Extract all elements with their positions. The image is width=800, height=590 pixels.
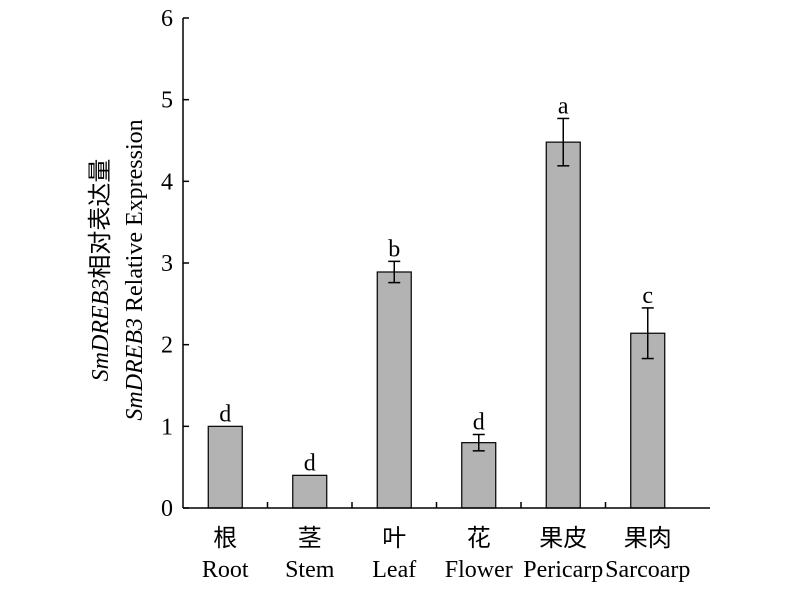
category-label-zh: 茎 (298, 525, 322, 552)
y-axis-title-line1: SmDREB3相对表达量 (87, 159, 114, 382)
significance-label: b (388, 236, 400, 262)
bar (207, 425, 243, 509)
y-tick-label: 4 (161, 169, 173, 195)
axes-layer: 0 1 2 3 4 5 6 (161, 6, 710, 522)
category-label-zh: 果肉 (624, 525, 672, 552)
y-tick-label: 1 (161, 414, 173, 440)
y-axis-title: SmDREB3相对表达量 SmDREB3 Relative Expression (87, 119, 148, 420)
y-tick-label: 0 (161, 496, 173, 522)
significance-label: d (219, 401, 231, 427)
significance-labels-layer: d d b d a c (219, 93, 653, 476)
y-tick-label: 5 (161, 88, 173, 114)
category-label-en: Pericarp (523, 557, 603, 583)
category-label-zh: 叶 (382, 526, 406, 552)
y-axis-title-line2: SmDREB3 Relative Expression (122, 119, 148, 420)
category-label-zh: 根 (213, 525, 237, 552)
significance-label: c (642, 283, 653, 309)
category-label-en: Flower (445, 557, 513, 583)
error-bars-layer (388, 117, 654, 452)
category-label-en: Sarcoarp (605, 557, 690, 583)
significance-label: a (558, 93, 569, 119)
bar (376, 271, 412, 509)
significance-label: d (304, 450, 316, 476)
category-label-en: Leaf (372, 557, 416, 583)
bar (630, 332, 666, 509)
category-label-en: Root (202, 557, 249, 583)
category-label-zh: 果皮 (539, 525, 587, 552)
y-tick-label: 2 (161, 333, 173, 359)
y-tick-label: 6 (161, 6, 173, 32)
significance-label: d (473, 410, 485, 436)
category-labels-layer: 根 Root 茎 Stem 叶 Leaf 花 Flower 果皮 Pericarp 果肉 Sarcoa… (202, 525, 690, 583)
bar (292, 474, 328, 509)
bars-layer (207, 141, 666, 509)
category-label-zh: 花 (467, 525, 491, 552)
bar (545, 141, 581, 509)
category-label-en: Stem (285, 557, 335, 583)
y-tick-label: 3 (161, 251, 173, 277)
bar (461, 442, 497, 509)
